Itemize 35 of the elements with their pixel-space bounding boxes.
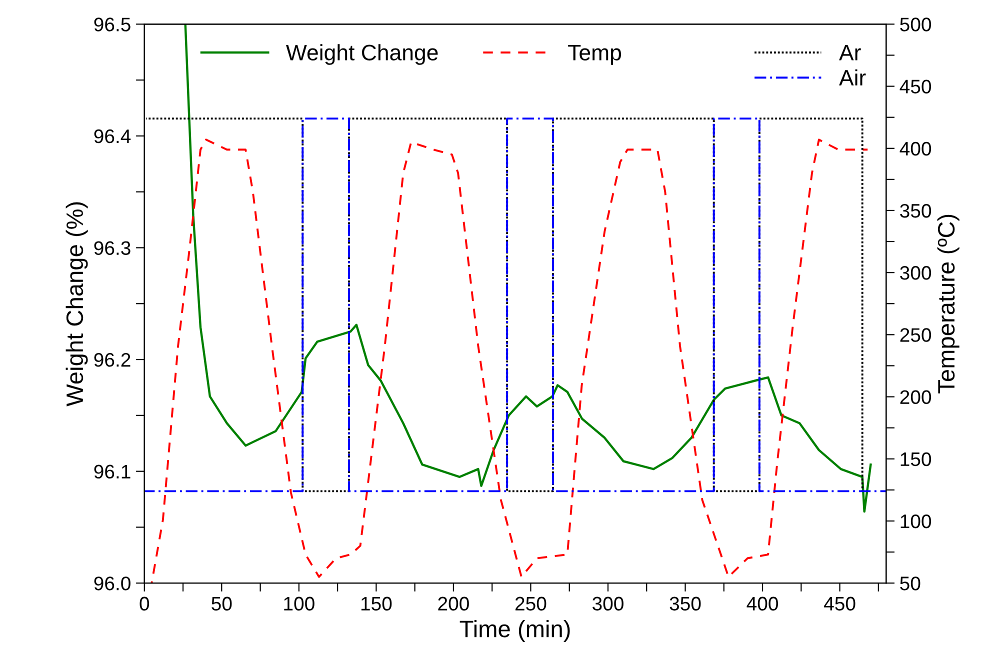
y-axis-title: Weight Change (%) bbox=[66, 202, 88, 406]
y-tick-label: 96.1 bbox=[94, 464, 130, 479]
y-tick-label: 96.5 bbox=[94, 18, 130, 32]
y2-tick-label: 350 bbox=[900, 204, 932, 218]
y2-tick-label: 300 bbox=[900, 266, 932, 280]
y2-tick-label: 500 bbox=[900, 18, 932, 32]
x-tick-label: 400 bbox=[746, 596, 778, 611]
y2-axis-title: Temperature (ºC) bbox=[937, 214, 960, 394]
legend-label: Air bbox=[839, 69, 866, 86]
x-tick-label: 200 bbox=[438, 596, 469, 611]
y2-tick-label: 100 bbox=[900, 514, 932, 528]
y2-tick-label: 450 bbox=[900, 80, 932, 94]
y2-tick-label: 200 bbox=[900, 390, 932, 404]
x-tick-label: 150 bbox=[361, 596, 392, 611]
legend-label: Weight Change bbox=[286, 44, 438, 65]
y2-tick-label: 400 bbox=[900, 142, 932, 156]
x-tick-label: 350 bbox=[670, 596, 701, 611]
y-tick-label: 96.4 bbox=[94, 129, 131, 144]
x-tick-label: 100 bbox=[284, 596, 314, 611]
x-axis-title: Time (min) bbox=[460, 620, 570, 642]
x-tick-label: 50 bbox=[212, 596, 232, 611]
x-tick-label: 300 bbox=[592, 596, 624, 611]
y-tick-label: 96.2 bbox=[94, 352, 130, 367]
y-tick-label: 96.0 bbox=[94, 576, 130, 590]
x-tick-label: 0 bbox=[140, 596, 150, 611]
line-series bbox=[150, 138, 869, 584]
x-tick-label: 450 bbox=[824, 596, 856, 611]
legend-label: Ar bbox=[839, 44, 861, 60]
y2-tick-label: 250 bbox=[900, 328, 932, 342]
legend-label: Temp bbox=[568, 44, 621, 65]
y2-tick-label: 50 bbox=[900, 576, 920, 590]
line-series bbox=[184, 24, 872, 513]
x-tick-label: 250 bbox=[515, 596, 546, 611]
y-tick-label: 96.3 bbox=[94, 241, 130, 255]
y2-tick-label: 150 bbox=[900, 452, 932, 466]
